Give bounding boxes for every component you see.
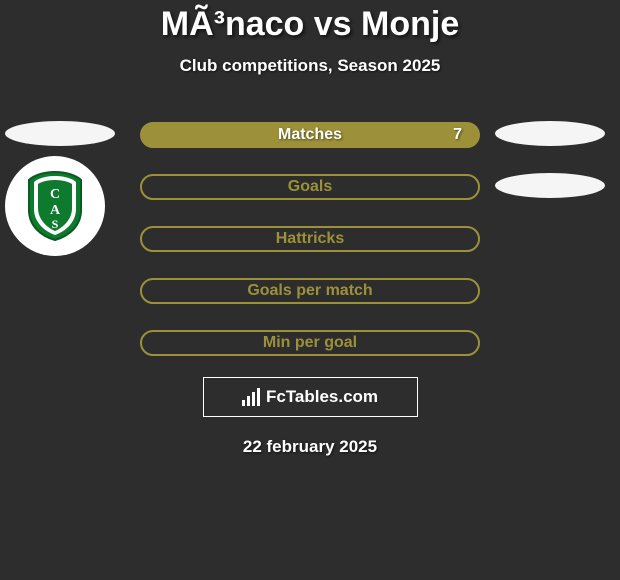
- right-slot: [495, 121, 605, 146]
- bars-icon: [242, 388, 260, 406]
- stat-rows: Matches 7 C A S: [0, 121, 620, 357]
- stat-label: Matches: [278, 126, 342, 144]
- player-oval-right: [495, 121, 605, 146]
- stat-row-mpg: Min per goal: [0, 329, 620, 357]
- stat-label: Goals per match: [247, 282, 372, 300]
- stat-pill-matches: Matches 7: [140, 122, 480, 148]
- stat-value: 7: [453, 126, 462, 144]
- comparison-card: MÃ³naco vs Monje Club competitions, Seas…: [0, 0, 620, 457]
- left-slot: [5, 121, 115, 146]
- brand-box[interactable]: FcTables.com: [203, 377, 418, 417]
- stat-pill-goals: Goals: [140, 174, 480, 200]
- subtitle: Club competitions, Season 2025: [0, 56, 620, 76]
- stat-row-matches: Matches 7: [0, 121, 620, 149]
- player-oval-left: [5, 121, 115, 146]
- stat-pill-hattricks: Hattricks: [140, 226, 480, 252]
- stat-label: Hattricks: [276, 230, 344, 248]
- svg-text:A: A: [50, 203, 61, 218]
- svg-text:C: C: [50, 187, 60, 202]
- stat-label: Min per goal: [263, 334, 357, 352]
- stat-row-goals: C A S Goals: [0, 173, 620, 201]
- right-slot: [495, 173, 605, 198]
- stat-row-hattricks: Hattricks: [0, 225, 620, 253]
- stat-label: Goals: [288, 178, 332, 196]
- stat-pill-mpg: Min per goal: [140, 330, 480, 356]
- player-oval-right: [495, 173, 605, 198]
- stat-row-gpm: Goals per match: [0, 277, 620, 305]
- footer-date: 22 february 2025: [0, 437, 620, 457]
- stat-pill-gpm: Goals per match: [140, 278, 480, 304]
- page-title: MÃ³naco vs Monje: [0, 5, 620, 44]
- left-slot: C A S: [5, 173, 115, 198]
- brand-label: FcTables.com: [266, 387, 378, 407]
